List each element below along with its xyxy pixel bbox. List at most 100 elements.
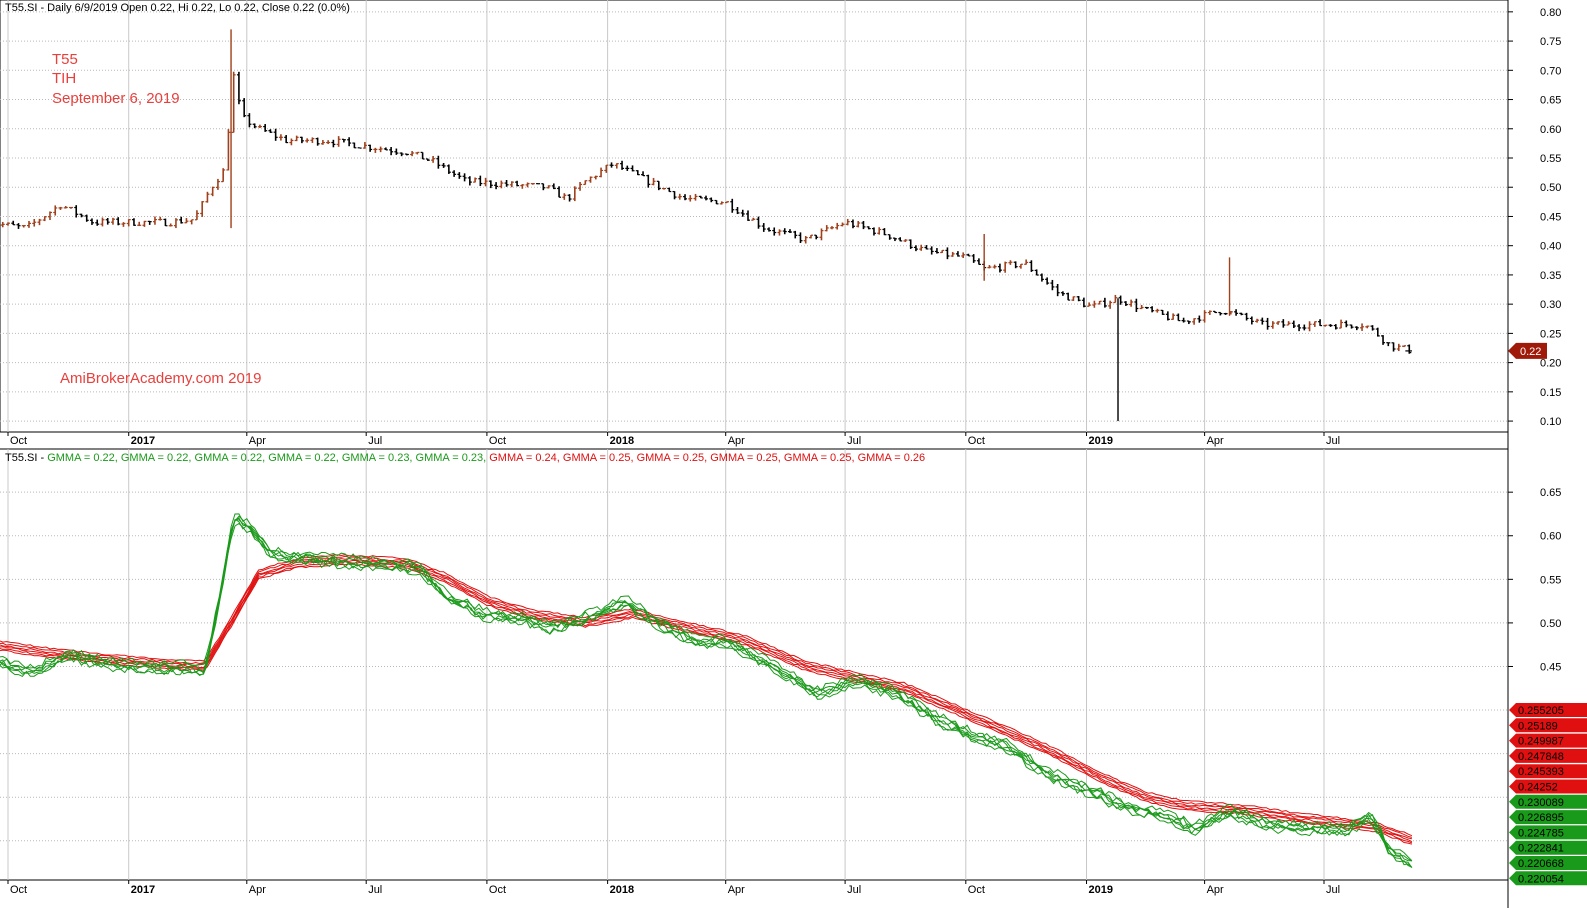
date-annotation: September 6, 2019 [52, 90, 180, 107]
price-y-tick-label: 0.45 [1540, 211, 1561, 223]
gmma-header-segment: GMMA = 0.25, [563, 452, 637, 464]
name-annotation: TIH [52, 70, 76, 87]
price-y-tick-label: 0.10 [1540, 416, 1561, 428]
gmma-lines [0, 513, 1413, 868]
gmma-y-tick-labels: 0.65 0.60 0.55 0.50 0.45 [1508, 487, 1561, 673]
price-y-tick-label: 0.35 [1540, 270, 1561, 282]
gmma-long-line-4 [0, 559, 1413, 843]
gmma-long-line-6 [0, 563, 1413, 845]
gmma-y-tick-label: 0.50 [1540, 618, 1561, 630]
gmma-long-line-5 [0, 561, 1413, 844]
gmma-value-tag-text: 0.222841 [1518, 843, 1564, 855]
gmma-header-segment: GMMA = 0.22, [121, 452, 195, 464]
x-tick-label-top: Jul [847, 435, 861, 447]
gmma-short-line-6 [0, 522, 1413, 868]
last-price-tag-shape [1508, 342, 1547, 359]
gmma-header-segment: GMMA = 0.23, [342, 452, 416, 464]
price-pane-header: T55.SI - Daily 6/9/2019 Open 0.22, Hi 0.… [5, 2, 350, 14]
gmma-value-tag-1 [1509, 703, 1587, 717]
x-tick-label-bottom: Oct [489, 884, 506, 896]
price-y-tick-label: 0.55 [1540, 153, 1561, 165]
x-tick-label-top: 2017 [131, 435, 155, 447]
price-y-tick-label: 0.40 [1540, 241, 1561, 253]
x-tick-label-bottom: Apr [728, 884, 745, 896]
watermark-annotation: AmiBrokerAcademy.com 2019 [60, 370, 261, 387]
price-y-tick-label: 0.50 [1540, 182, 1561, 194]
price-y-tick-label: 0.70 [1540, 65, 1561, 77]
gmma-value-tag-text: 0.220054 [1518, 873, 1564, 885]
x-tick-label-top: 2018 [610, 435, 634, 447]
gmma-value-tag-text: 0.220668 [1518, 858, 1564, 870]
x-tick-label-bottom: Jul [368, 884, 382, 896]
price-y-gridlines [0, 11, 1508, 422]
gmma-value-tag-10 [1509, 840, 1587, 855]
x-tick-label-top: Apr [1207, 435, 1224, 447]
price-y-tick-label: 0.20 [1540, 358, 1561, 370]
price-y-tick-label: 0.60 [1540, 124, 1561, 136]
x-tick-label-bottom: Jul [1326, 884, 1340, 896]
price-y-tick-label: 0.30 [1540, 299, 1561, 311]
x-tick-label-top: Apr [249, 435, 266, 447]
gmma-short-line-2 [0, 515, 1413, 862]
gmma-value-tag-9 [1509, 825, 1587, 840]
x-tick-label-top: Jul [368, 435, 382, 447]
x-tick-label-top: Oct [10, 435, 27, 447]
gmma-long-line-3 [0, 557, 1412, 840]
gmma-value-tag-8 [1509, 810, 1587, 825]
gmma-short-line-4 [0, 519, 1413, 868]
gmma-value-tag-text: 0.226895 [1518, 812, 1564, 824]
gmma-header-segment: GMMA = 0.24, [489, 452, 563, 464]
gmma-header-segment: GMMA = 0.25, [637, 452, 711, 464]
gmma-long-line-2 [0, 555, 1413, 838]
gmma-value-tag-3 [1509, 733, 1587, 748]
price-y-tick-label: 0.75 [1540, 36, 1561, 48]
gmma-header-segment: GMMA = 0.23, [416, 452, 490, 464]
x-tick-label-top: Oct [968, 435, 985, 447]
x-tick-label-bottom: Oct [10, 884, 27, 896]
price-y-tick-labels: 0.80 0.75 0.70 0.65 0.60 0.55 0.50 0.45 0.40 0.35… [1508, 7, 1561, 428]
gmma-y-tick-label: 0.65 [1540, 487, 1561, 499]
gmma-value-tag-text: 0.25189 [1518, 720, 1558, 732]
gmma-value-tag-5 [1509, 764, 1587, 779]
gmma-value-tag-text: 0.24252 [1518, 782, 1558, 794]
gmma-value-tag-4 [1509, 748, 1587, 763]
gmma-long-line-1 [0, 554, 1413, 837]
gmma-value-tag-11 [1509, 856, 1587, 870]
x-tick-label-bottom: Jul [847, 884, 861, 896]
price-y-tick-label: 0.80 [1540, 7, 1561, 19]
gmma-header-segment: GMMA = 0.25, [784, 452, 858, 464]
gmma-value-tag-text: 0.247848 [1518, 751, 1564, 763]
last-price-tag: 0.22 [1508, 342, 1547, 359]
gmma-header-segment: GMMA = 0.22, [268, 452, 342, 464]
gmma-header-segment: GMMA = 0.25, [710, 452, 784, 464]
gmma-header-segment: GMMA = 0.22, [195, 452, 269, 464]
x-tick-label-top: Oct [489, 435, 506, 447]
x-tick-label-top: Apr [728, 435, 745, 447]
gmma-value-tag-6 [1509, 779, 1587, 794]
gmma-header-segment: GMMA = 0.26 [858, 452, 926, 464]
symbol-annotation: T55 [52, 51, 78, 68]
x-tick-label-top: 2019 [1089, 435, 1113, 447]
gmma-y-gridlines [0, 491, 1508, 842]
gmma-value-tag-2 [1509, 718, 1587, 733]
price-bars [0, 29, 1412, 422]
vertical-gridlines [7, 0, 1325, 880]
gmma-value-tag-text: 0.230089 [1518, 797, 1564, 809]
x-tick-label-bottom: Apr [249, 884, 266, 896]
gmma-value-tags: 0.255205 0.25189 0.249987 0.247848 0.245393 0… [1509, 703, 1587, 886]
price-y-tick-label: 0.15 [1540, 387, 1561, 399]
x-tick-label-top: Jul [1326, 435, 1340, 447]
price-y-tick-label: 0.25 [1540, 328, 1561, 340]
last-price-tag-value: 0.22 [1520, 346, 1541, 358]
gmma-value-tag-text: 0.255205 [1518, 705, 1564, 717]
gmma-value-tag-text: 0.249987 [1518, 736, 1564, 748]
price-x-tick-labels: Oct 2017 Apr Jul Oct 2018 Apr Jul Oct 2019 Apr Jul [7, 432, 1340, 447]
gmma-short-line-5 [0, 518, 1413, 868]
price-y-tick-label: 0.65 [1540, 95, 1561, 107]
x-tick-label-bottom: 2019 [1089, 884, 1113, 896]
gmma-header-segment: T55.SI - [5, 452, 47, 464]
gmma-value-tag-7 [1509, 794, 1587, 809]
gmma-y-tick-label: 0.60 [1540, 531, 1561, 543]
gmma-x-tick-labels: Oct 2017 Apr Jul Oct 2018 Apr Jul Oct 2019 Apr Jul [7, 880, 1340, 896]
